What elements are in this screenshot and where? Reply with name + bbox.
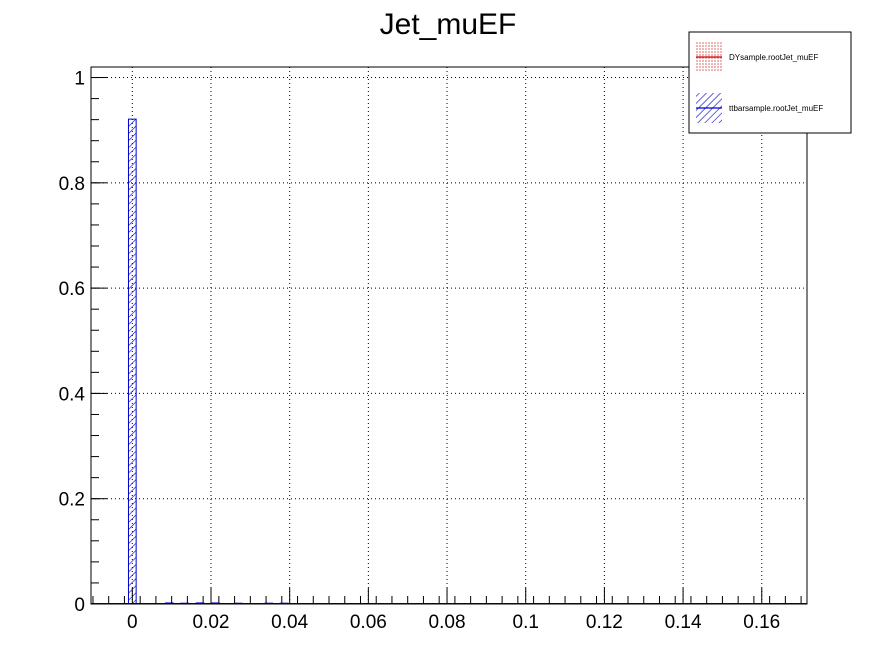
legend-label-dy: DYsample.rootJet_muEF [729,53,818,62]
x-tick-label: 0.08 [429,612,466,633]
x-tick-label: 0.1 [513,612,539,633]
y-tick-label: 0 [74,595,85,616]
y-tick-label: 1 [74,69,85,90]
grid [91,67,807,604]
y-tick-label: 0.8 [59,174,85,195]
chart-title: Jet_muEF [380,8,517,41]
y-tick-label: 0.6 [59,279,85,300]
x-tick-label: 0.14 [665,612,702,633]
x-tick-label: 0.02 [192,612,229,633]
legend-entry-dy: DYsample.rootJet_muEF [696,41,818,71]
legend-entry-ttbar: ttbarsample.rootJet_muEF [696,93,823,123]
axes: 0 0.02 0.04 0.06 0.08 0.1 0.12 0.14 0.16 0 0.2 0.4 0… [59,66,808,633]
x-tick-label: 0.12 [586,612,623,633]
histogram-bar [127,118,137,605]
x-tick-label: 0.06 [350,612,387,633]
legend-label-ttbar: ttbarsample.rootJet_muEF [729,104,823,113]
legend: DYsample.rootJet_muEF ttbarsample.rootJe… [688,31,852,134]
y-tick-label: 0.4 [59,384,86,405]
y-tick-label: 0.2 [59,490,85,511]
histogram-bars [91,118,807,605]
x-tick-label: 0 [127,612,138,633]
x-tick-label: 0.16 [743,612,780,633]
x-tick-label: 0.04 [271,612,308,633]
plot-frame [90,66,808,605]
legend-swatch-dy [696,41,722,71]
